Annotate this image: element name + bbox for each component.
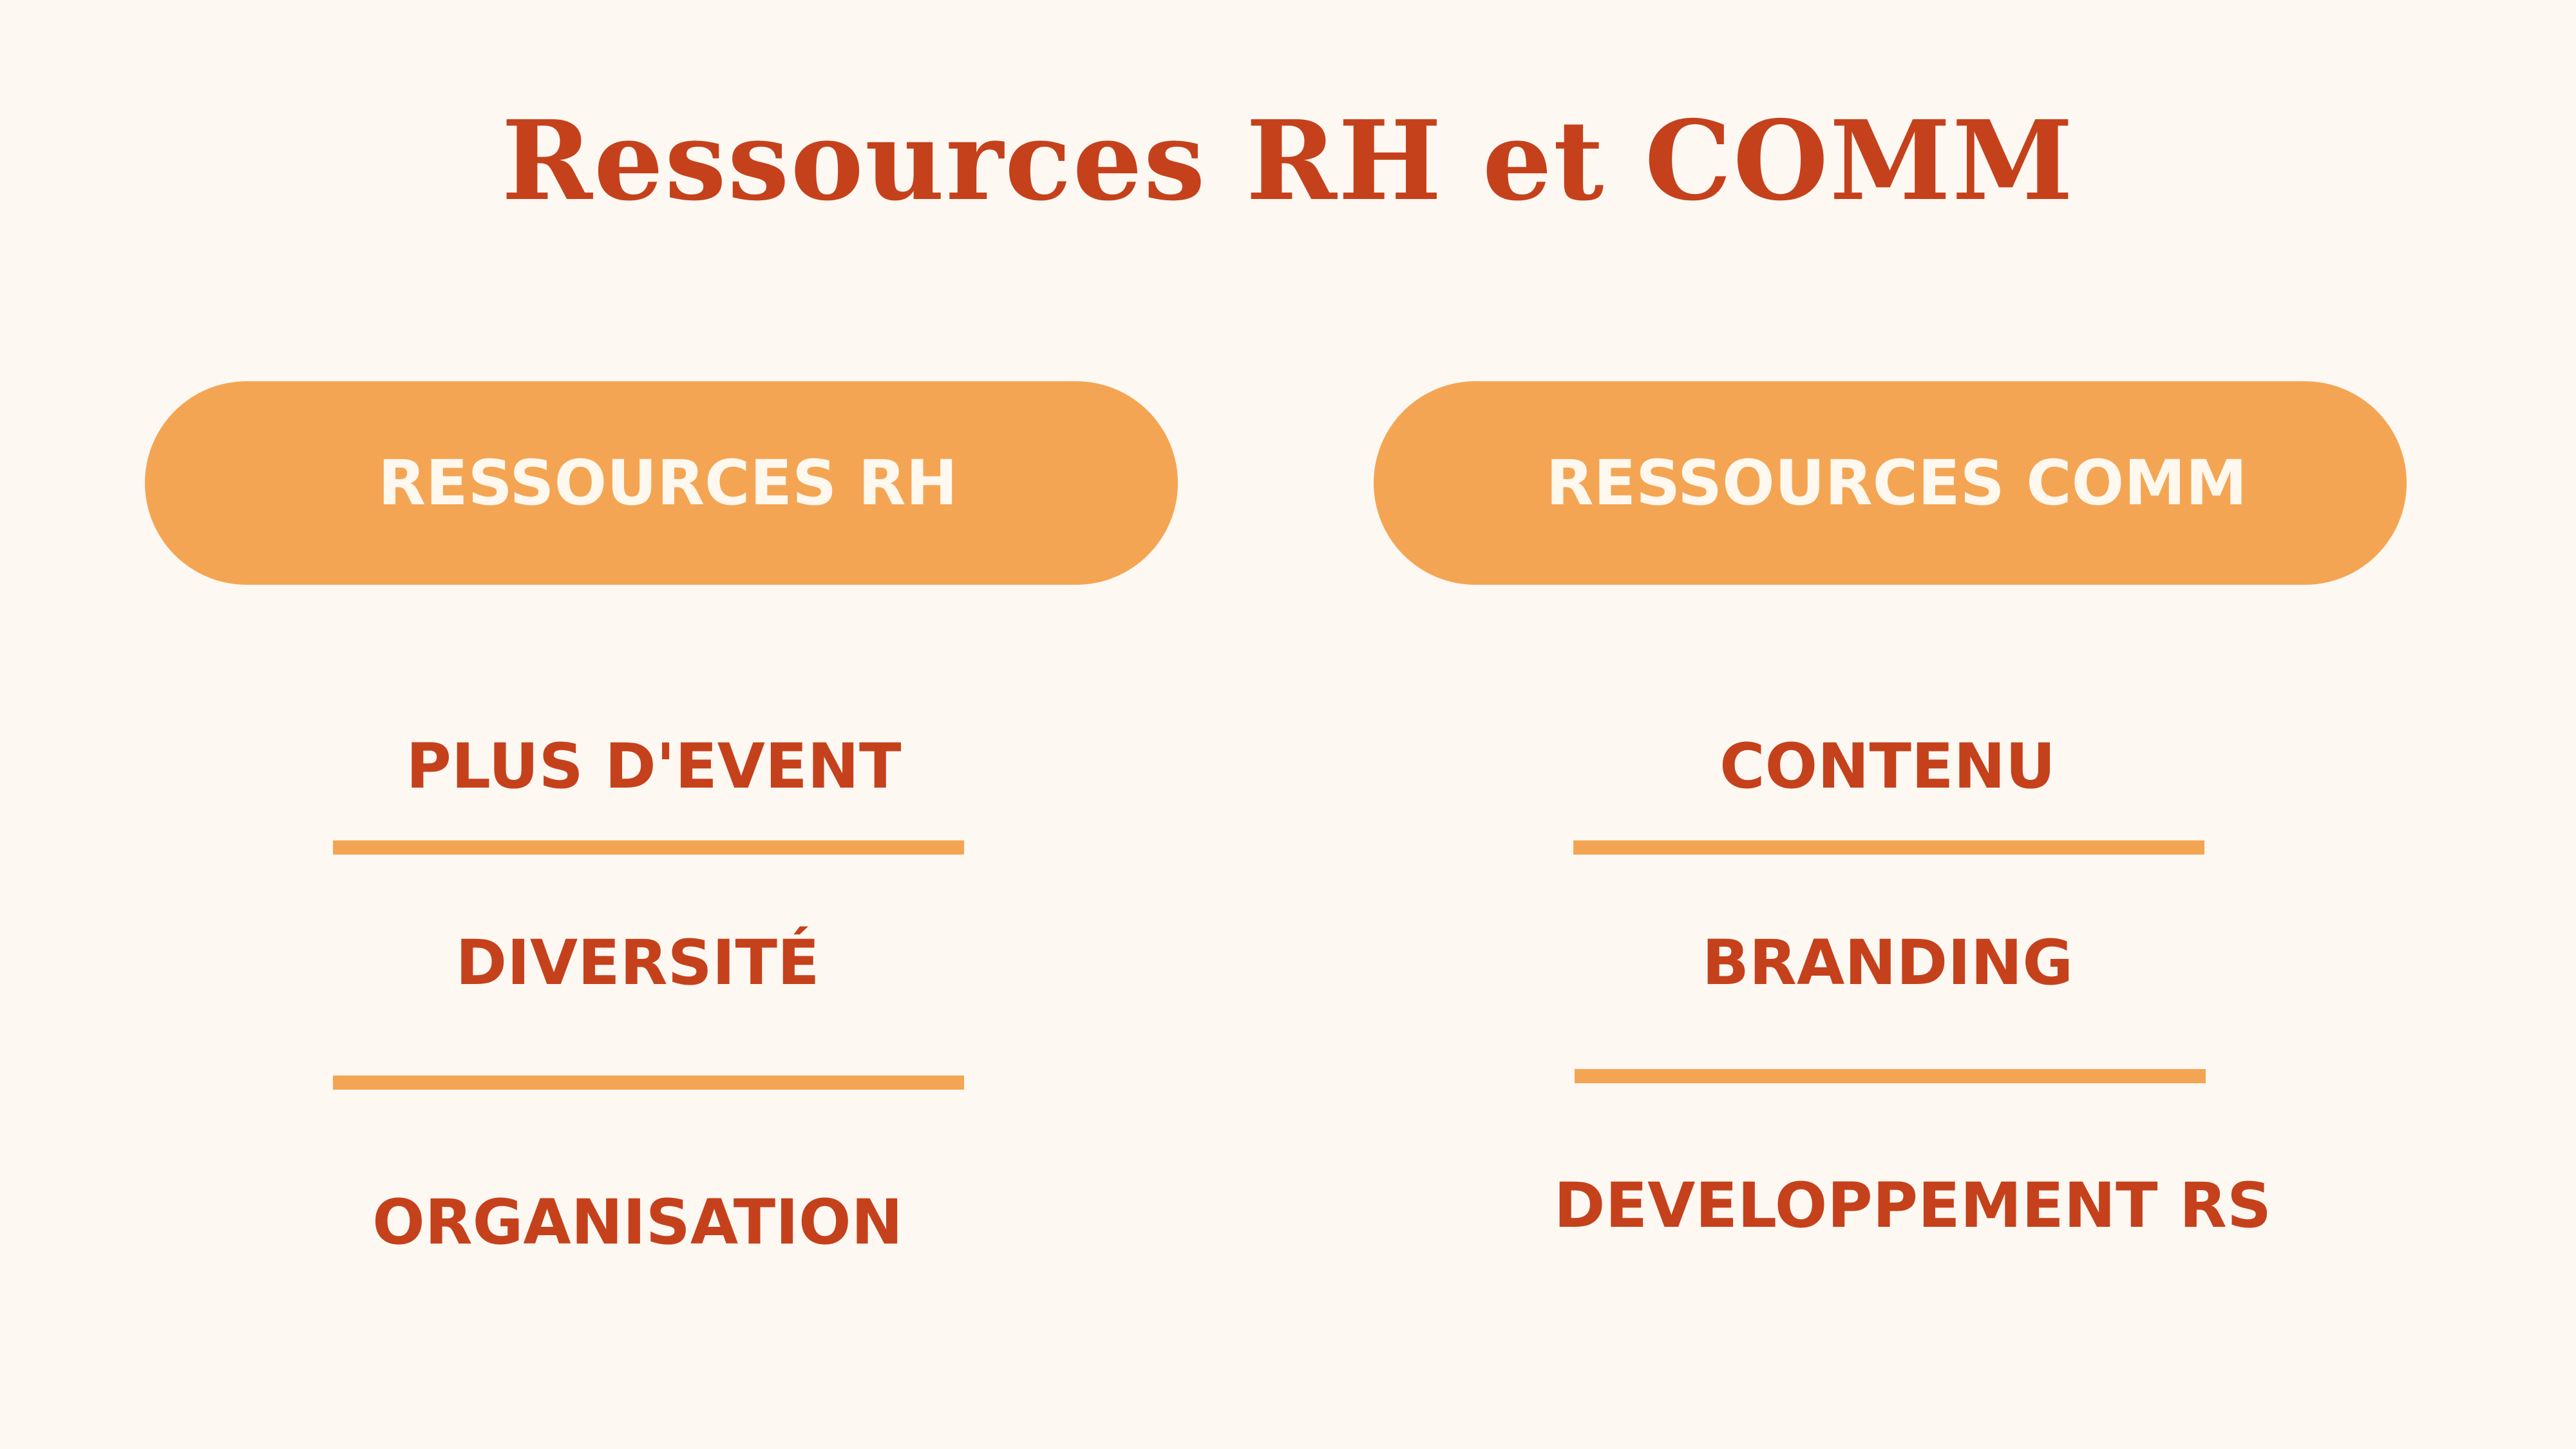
rh-item-organisation: ORGANISATION — [372, 1186, 903, 1258]
comm-divider-1 — [1573, 840, 2204, 855]
rh-divider-2 — [333, 1075, 964, 1090]
comm-item-branding: BRANDING — [1701, 927, 2074, 999]
comm-item-contenu: CONTENU — [1719, 730, 2056, 802]
rh-item-diversite: DIVERSITÉ — [455, 927, 820, 999]
comm-header-pill: RESSOURCES COMM — [1374, 381, 2407, 585]
comm-item-developpement-rs: DEVELOPPEMENT RS — [1553, 1170, 2272, 1242]
page-title: Ressources RH et COMM — [501, 97, 2075, 225]
rh-header-pill: RESSOURCES RH — [145, 381, 1178, 585]
rh-divider-1 — [333, 840, 964, 855]
comm-divider-2 — [1575, 1069, 2206, 1083]
rh-item-event: PLUS D'EVENT — [406, 730, 902, 802]
